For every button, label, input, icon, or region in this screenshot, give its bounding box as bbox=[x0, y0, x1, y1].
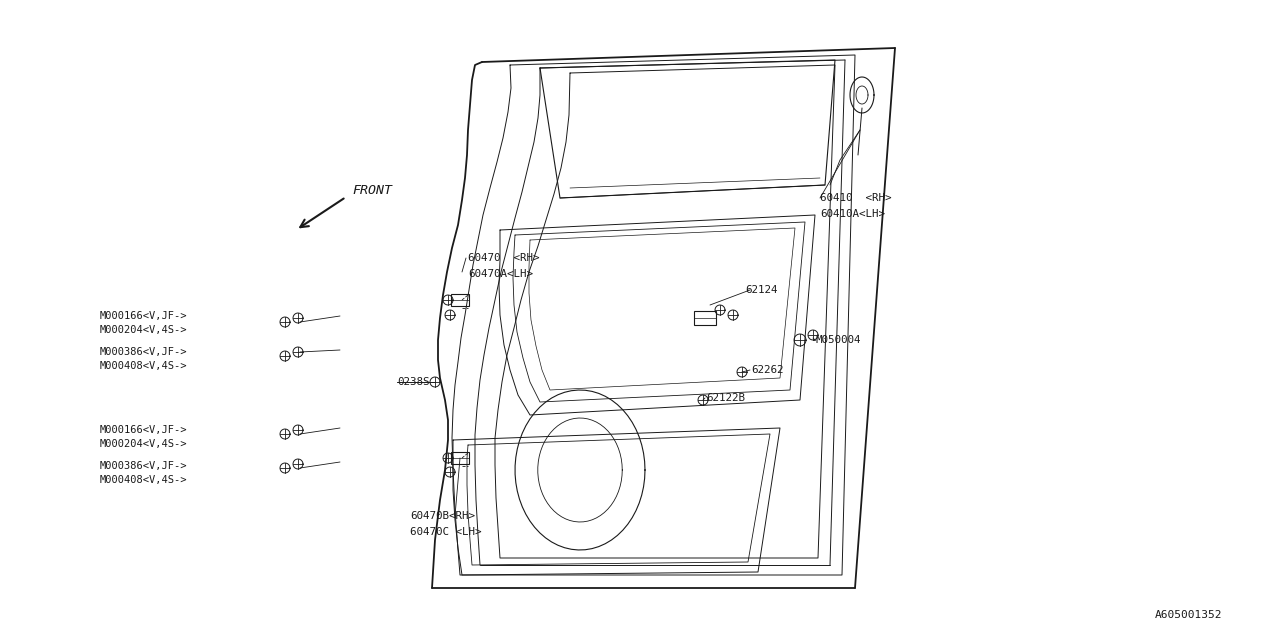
Text: 62124: 62124 bbox=[745, 285, 777, 295]
Text: M000204<V,4S->: M000204<V,4S-> bbox=[100, 325, 187, 335]
Text: M000386<V,JF->: M000386<V,JF-> bbox=[100, 347, 187, 357]
Text: 60410A<LH>: 60410A<LH> bbox=[820, 209, 884, 219]
Text: 60410  <RH>: 60410 <RH> bbox=[820, 193, 891, 203]
Text: M000386<V,JF->: M000386<V,JF-> bbox=[100, 461, 187, 471]
Text: 60470  <RH>: 60470 <RH> bbox=[468, 253, 539, 263]
Text: M050004: M050004 bbox=[815, 335, 860, 345]
Text: 60470C <LH>: 60470C <LH> bbox=[410, 527, 481, 537]
Text: M000408<V,4S->: M000408<V,4S-> bbox=[100, 475, 187, 485]
Text: M000166<V,JF->: M000166<V,JF-> bbox=[100, 425, 187, 435]
Text: M000166<V,JF->: M000166<V,JF-> bbox=[100, 311, 187, 321]
Text: 62122B: 62122B bbox=[707, 393, 745, 403]
Text: 60470A<LH>: 60470A<LH> bbox=[468, 269, 532, 279]
Text: 60470B<RH>: 60470B<RH> bbox=[410, 511, 475, 521]
Text: 62262: 62262 bbox=[751, 365, 783, 375]
Text: M000408<V,4S->: M000408<V,4S-> bbox=[100, 361, 187, 371]
Text: FRONT: FRONT bbox=[352, 184, 392, 196]
Text: A605001352: A605001352 bbox=[1155, 610, 1222, 620]
Text: M000204<V,4S->: M000204<V,4S-> bbox=[100, 439, 187, 449]
Text: 0238S: 0238S bbox=[397, 377, 430, 387]
